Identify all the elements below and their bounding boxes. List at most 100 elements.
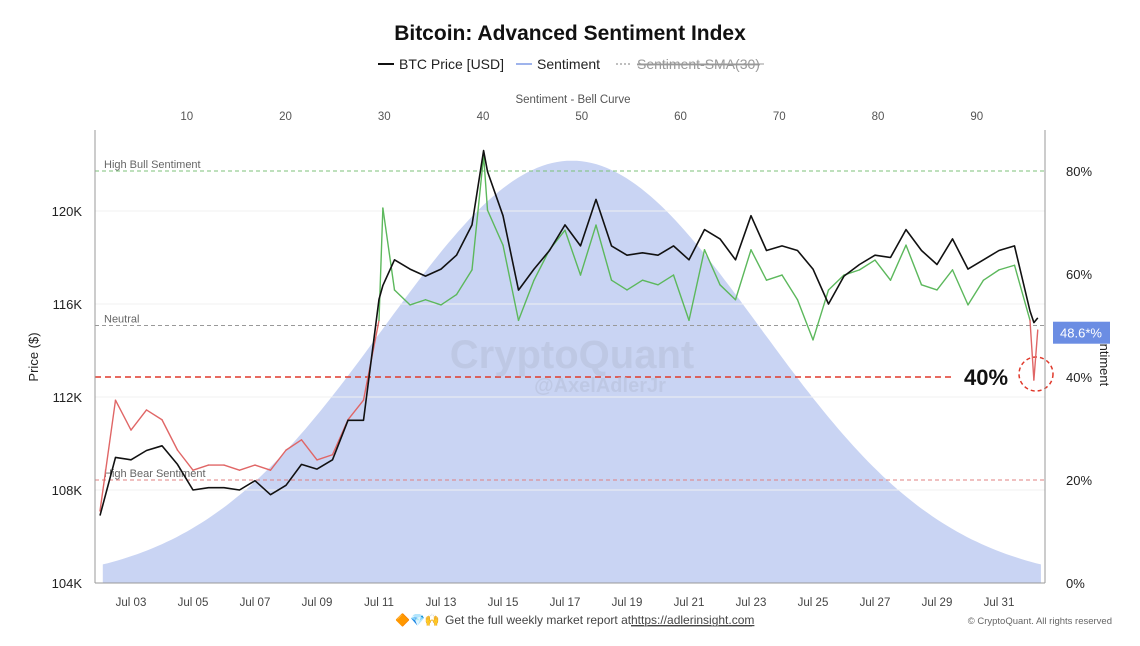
sentiment-segment [905, 244, 923, 286]
sentiment-segment [300, 439, 318, 461]
left-tick-label: 112K [53, 390, 83, 405]
reference-line-label: High Bear Sentiment [104, 468, 206, 480]
top-tick-label: 40 [477, 111, 490, 123]
sentiment-segment [626, 279, 644, 291]
svg-text:CryptoQuant: CryptoQuant [450, 333, 694, 377]
right-tick-label: 60% [1066, 267, 1092, 282]
x-tick-label: Jul 07 [240, 597, 271, 609]
x-tick-label: Jul 29 [922, 597, 953, 609]
current-value-badge-label: 48.6*% [1060, 326, 1102, 341]
legend: BTC Price [USD] Sentiment Sentiment-SMA(… [378, 56, 764, 72]
top-tick-label: 50 [575, 111, 588, 123]
sentiment-segment [595, 224, 613, 281]
sentiment-segment [688, 249, 706, 322]
sentiment-segment [734, 249, 752, 301]
top-tick-label: 90 [970, 111, 983, 123]
sentiment-segment [703, 249, 721, 286]
right-tick-label: 20% [1066, 473, 1092, 488]
sentiment-segment [161, 419, 179, 451]
sentiment-segment [533, 249, 551, 281]
svg-text:@AxelAdlerJr: @AxelAdlerJr [534, 375, 666, 397]
sentiment-segment [750, 249, 768, 281]
sentiment-segment [455, 269, 473, 296]
right-tick-label: 40% [1066, 370, 1092, 385]
sentiment-segment [223, 464, 241, 471]
x-tick-label: Jul 25 [798, 597, 829, 609]
price-line [99, 149, 1039, 516]
sentiment-segment [641, 279, 659, 286]
sentiment-segment [951, 269, 969, 306]
sentiment-segment [579, 224, 597, 276]
sentiment-segment [564, 229, 582, 276]
top-axis-label: Sentiment - Bell Curve [515, 94, 630, 106]
sentiment-segment [502, 244, 520, 322]
sentiment-segment [254, 464, 272, 471]
sentiment-segment [1029, 319, 1035, 381]
sentiment-segment [393, 289, 411, 306]
x-tick-label: Jul 15 [488, 597, 519, 609]
sentiment-segment [130, 409, 148, 431]
sentiment-segment [269, 449, 287, 471]
sentiment-segment [517, 279, 535, 322]
x-tick-label: Jul 19 [612, 597, 643, 609]
sentiment-segment [610, 279, 628, 291]
sentiment-segment [471, 154, 485, 271]
x-tick-label: Jul 23 [736, 597, 767, 609]
sentiment-segment [424, 299, 442, 306]
left-tick-label: 104K [52, 576, 83, 591]
footer: 🔶💎🙌 Get the full weekly market report at… [395, 613, 1112, 627]
sentiment-segment [967, 279, 985, 306]
x-tick-label: Jul 21 [674, 597, 705, 609]
right-tick-label: 80% [1066, 164, 1092, 179]
top-tick-label: 60 [674, 111, 687, 123]
left-tick-label: 108K [52, 483, 83, 498]
sentiment-segment [765, 274, 783, 281]
top-tick-label: 80 [872, 111, 885, 123]
sentiment-segment [440, 293, 458, 306]
footer-emojis: 🔶💎🙌 [395, 613, 440, 627]
x-tick-label: Jul 05 [178, 597, 209, 609]
sentiment-segment [486, 209, 504, 246]
sentiment-segment [409, 299, 427, 306]
sentiment-segment [719, 284, 737, 301]
annotation-circle [1018, 356, 1054, 392]
top-tick-label: 20 [279, 111, 292, 123]
x-tick-label: Jul 31 [984, 597, 1015, 609]
x-tick-label: Jul 09 [302, 597, 333, 609]
reference-line-label: High Bull Sentiment [104, 159, 201, 171]
sentiment-segment [482, 154, 489, 211]
sentiment-segment [238, 464, 256, 471]
sentiment-segment [982, 269, 1000, 281]
annotation-40-label: 40% [964, 365, 1008, 390]
bell-curve-area [102, 160, 1041, 583]
x-tick-label: Jul 27 [860, 597, 891, 609]
sentiment-segment [874, 259, 892, 281]
legend-label-price[interactable]: BTC Price [USD] [399, 56, 504, 72]
sentiment-segment [672, 274, 690, 322]
top-tick-label: 30 [378, 111, 391, 123]
legend-label-sentiment[interactable]: Sentiment [537, 56, 600, 72]
sentiment-segment [192, 464, 210, 471]
sentiment-segment [889, 244, 907, 281]
sentiment-segment [796, 299, 814, 341]
sentiment-segment [920, 284, 938, 291]
sentiment-segment [316, 454, 334, 461]
sentiment-segment [936, 269, 954, 291]
sentiment-segment [145, 409, 163, 421]
reference-line-label: Neutral [104, 314, 139, 326]
left-axis-title: Price ($) [26, 332, 41, 381]
watermark: CryptoQuant @AxelAdlerJr [450, 333, 694, 397]
footer-link[interactable]: https://adlerinsight.com [631, 613, 754, 627]
footer-copyright: © CryptoQuant. All rights reserved [968, 616, 1112, 627]
x-tick-label: Jul 03 [116, 597, 147, 609]
sentiment-segment [382, 207, 396, 291]
right-tick-label: 0% [1066, 576, 1085, 591]
footer-text: Get the full weekly market report at [445, 613, 632, 627]
sentiment-segment [1033, 329, 1039, 381]
sentiment-segment [285, 439, 303, 451]
sentiment-segment [858, 259, 876, 271]
sentiment-segment [99, 399, 117, 512]
x-tick-label: Jul 13 [426, 597, 457, 609]
x-tick-label: Jul 17 [550, 597, 581, 609]
